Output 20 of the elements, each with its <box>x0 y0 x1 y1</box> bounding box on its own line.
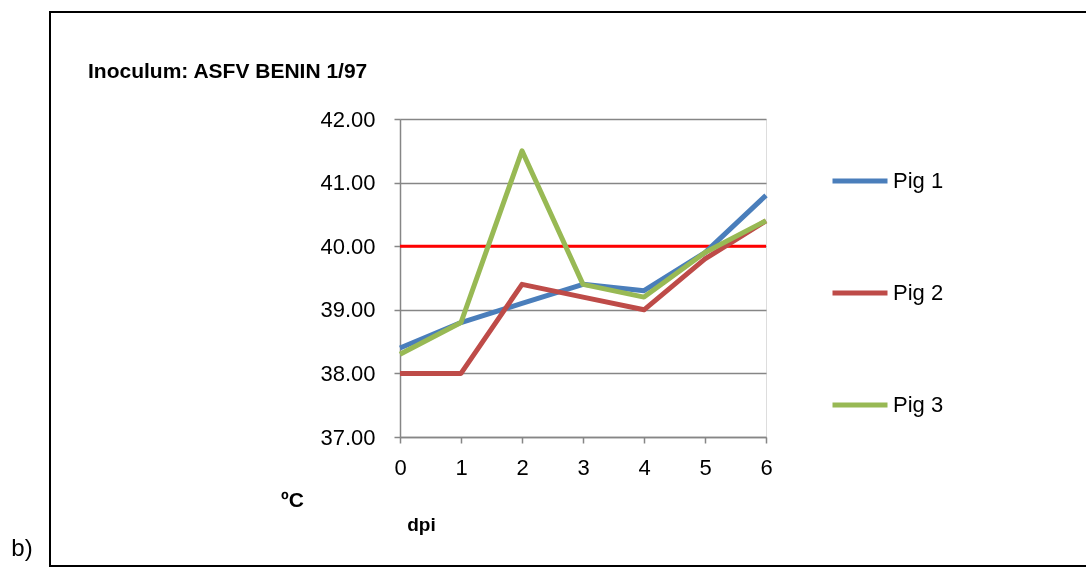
text: Inoculum: ASFV BENIN 1/97 <box>88 59 368 82</box>
text: b) <box>11 534 33 561</box>
x-tick-label: 2 <box>516 454 529 480</box>
x-tick-label: 3 <box>577 454 590 480</box>
y-tick-label: 39.00 <box>320 297 376 323</box>
legend-label: Pig 1 <box>893 168 944 193</box>
y-tick-label: 38.00 <box>320 360 376 386</box>
y-tick-label: 37.00 <box>320 424 376 450</box>
x-tick-label: 6 <box>760 454 773 480</box>
y-axis-title: ºC <box>281 487 304 511</box>
x-tick-label: 4 <box>638 454 651 480</box>
y-tick-label: 41.00 <box>320 170 376 196</box>
x-tick-label: 1 <box>455 454 468 480</box>
x-tick-label: 0 <box>394 454 407 480</box>
legend-label: Pig 3 <box>893 392 944 417</box>
y-tick-label: 42.00 <box>320 106 376 132</box>
legend-label: Pig 2 <box>893 280 944 305</box>
x-tick-label: 5 <box>699 454 712 480</box>
x-axis-title: dpi <box>407 513 436 535</box>
y-tick-label: 40.00 <box>320 233 376 259</box>
